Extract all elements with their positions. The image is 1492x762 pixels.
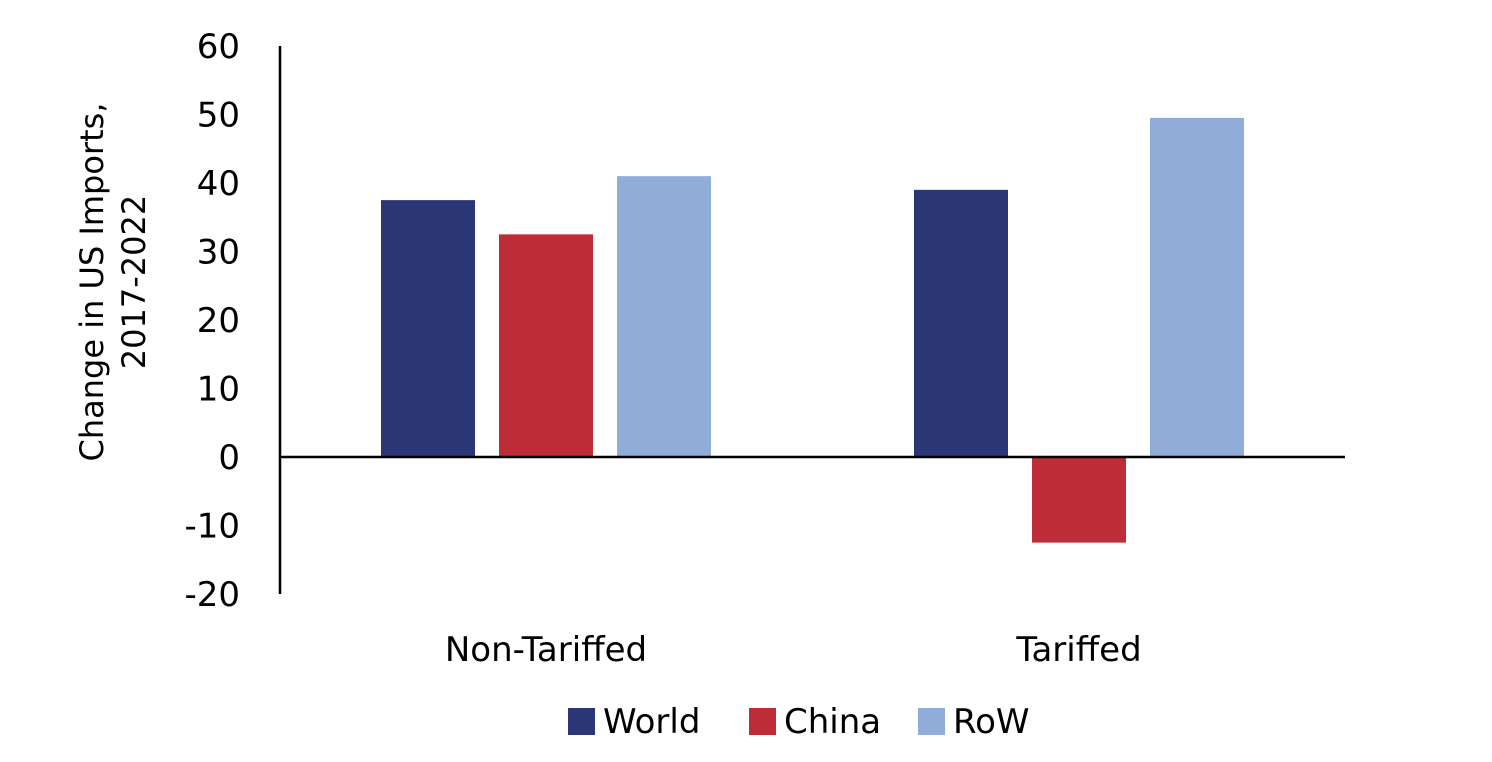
y-tick-label: 40 <box>197 164 240 204</box>
category-label: Tariffed <box>1015 630 1141 670</box>
y-tick-label: 20 <box>197 301 240 341</box>
y-tick-label: 30 <box>197 233 240 273</box>
y-tick-label: -20 <box>184 575 240 615</box>
y-tick-label: -10 <box>184 507 240 547</box>
legend-swatch-world <box>568 708 595 735</box>
legend-label-row: RoW <box>953 702 1030 742</box>
y-axis-title-line: Change in US Imports, <box>73 103 111 462</box>
category-label: Non-Tariffed <box>445 630 647 670</box>
legend-swatch-row <box>918 708 945 735</box>
bar-china-tariffed <box>1032 457 1126 543</box>
bar-china-non-tariffed <box>499 234 593 457</box>
legend-swatch-china <box>749 708 776 735</box>
y-tick-label: 0 <box>218 438 240 478</box>
category-labels: Non-Tariffed Tariffed <box>445 630 1142 670</box>
y-tick-label: 50 <box>197 96 240 136</box>
legend-label-china: China <box>784 702 881 742</box>
bars <box>381 117 1244 543</box>
bar-world-non-tariffed <box>381 200 475 457</box>
y-tick-label: 10 <box>197 370 240 410</box>
legend-label-world: World <box>603 702 700 742</box>
y-tick-label: 60 <box>197 27 240 67</box>
y-axis-title-line: 2017-2022 <box>115 195 153 369</box>
bar-world-tariffed <box>914 189 1008 457</box>
y-tick-labels: 60 50 40 30 20 10 0 -10 -20 <box>184 27 240 615</box>
bar-row-non-tariffed <box>617 176 711 457</box>
y-axis-title: Change in US Imports, 2017-2022 <box>73 103 153 462</box>
bar-row-tariffed <box>1150 117 1244 458</box>
legend: World China RoW <box>568 702 1030 742</box>
